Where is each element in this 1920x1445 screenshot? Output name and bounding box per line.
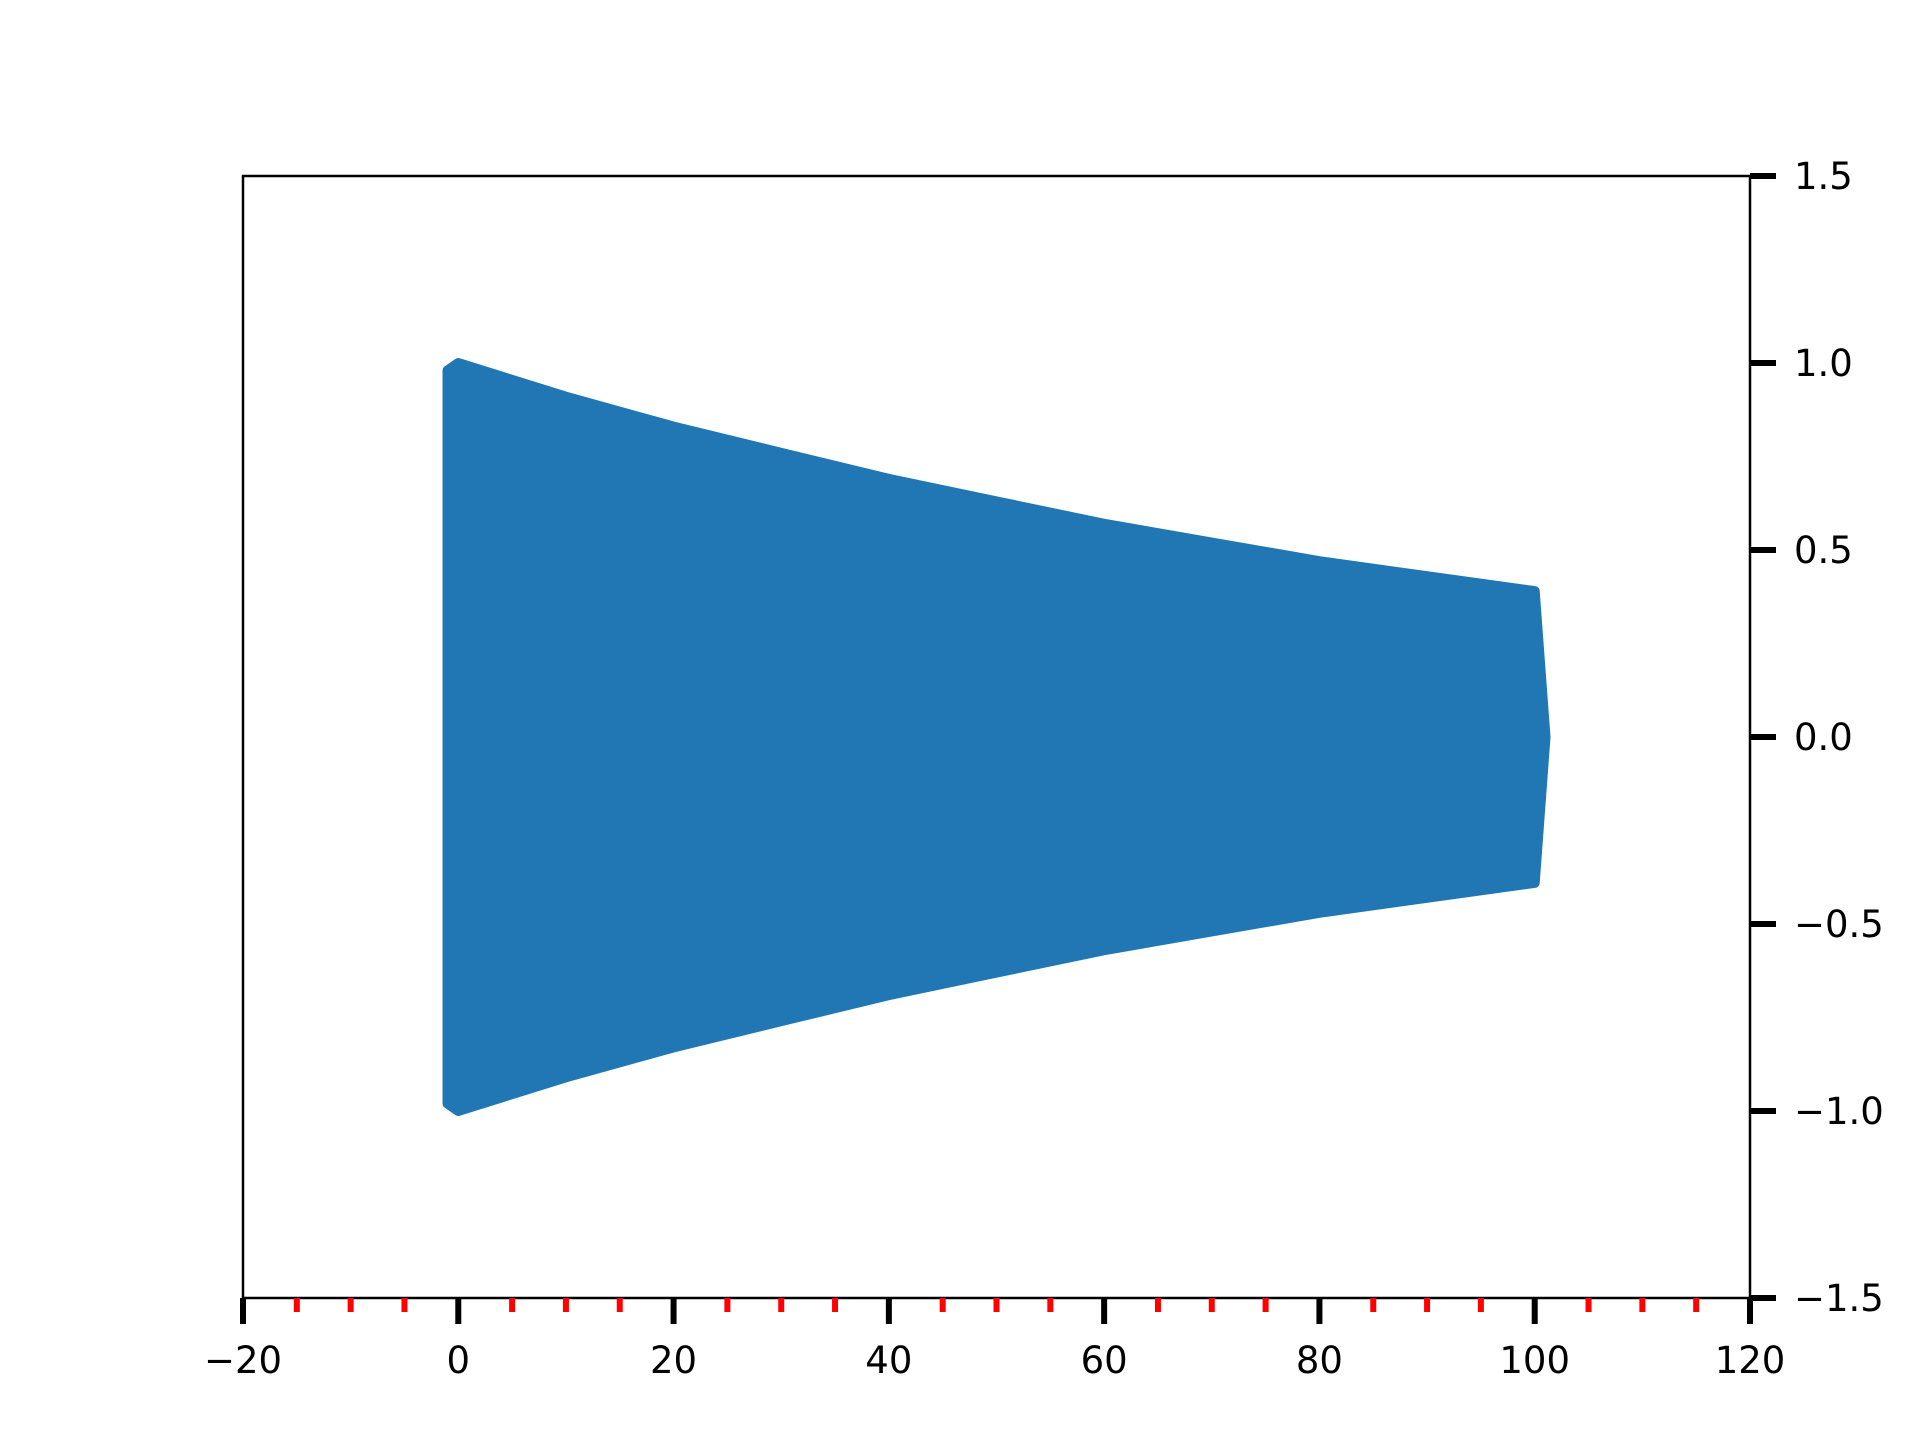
x-tick-label: 120 [1715,1339,1786,1382]
x-tick-label: 40 [865,1339,912,1382]
y-tick-label: −1.0 [1794,1090,1884,1133]
y-tick-label: 1.5 [1794,155,1853,198]
y-tick-label: 0.0 [1794,716,1853,759]
x-tick-label: 20 [650,1339,697,1382]
x-tick-label: 60 [1081,1339,1128,1382]
y-tick-label: 0.5 [1794,529,1853,572]
x-axis: −20 0 20 40 60 80 100 120 [204,1298,1785,1382]
series-0-area [442,358,1551,1116]
x-tick-label: 80 [1296,1339,1343,1382]
series-layer [442,358,1551,1116]
y-tick-label: −1.5 [1794,1277,1884,1320]
y-tick-label: 1.0 [1794,342,1853,385]
x-tick-label: 0 [447,1339,471,1382]
x-tick-label: 100 [1499,1339,1570,1382]
y-axis: −1.5 −1.0 −0.5 0.0 0.5 1.0 1.5 [1750,155,1884,1320]
x-tick-label: −20 [204,1339,282,1382]
y-tick-label: −0.5 [1794,903,1884,946]
